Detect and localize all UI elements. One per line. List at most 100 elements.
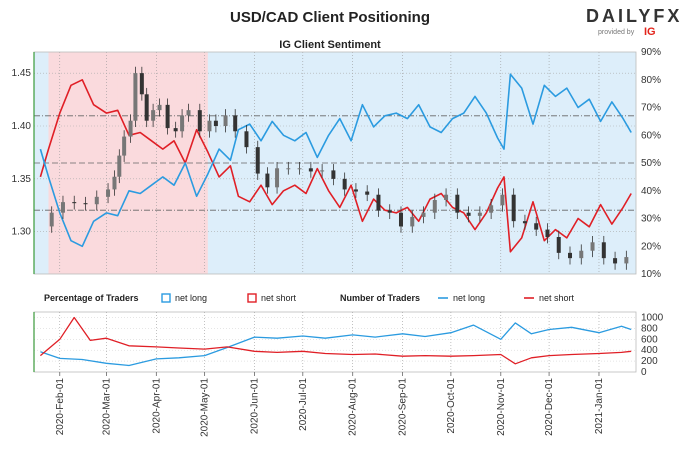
price-tick-label: 1.45: [12, 68, 32, 79]
candle-body: [466, 212, 471, 216]
sentiment-band: [351, 52, 363, 274]
x-tick-label: 2020-Jul-01: [298, 378, 309, 431]
sentiment-band: [207, 52, 220, 274]
sentiment-band: [162, 52, 175, 274]
candle-body: [112, 176, 117, 190]
sentiment-band: [71, 52, 83, 274]
candle-body: [624, 257, 629, 264]
legend-group-title: Percentage of Traders: [44, 293, 139, 303]
x-tick-label: 2020-Oct-01: [446, 378, 457, 434]
candle-body: [297, 168, 302, 170]
x-tick-label: 2020-May-01: [200, 378, 211, 437]
x-tick-label: 2020-Aug-01: [348, 378, 359, 436]
legend-label: net short: [261, 293, 297, 303]
x-tick-label: 2020-Nov-01: [496, 378, 507, 436]
upper-panel-title: IG Client Sentiment: [279, 39, 381, 51]
candle-body: [157, 104, 162, 111]
net-short-percent-line: [39, 79, 632, 253]
brand-sub: provided by: [598, 29, 635, 36]
candle-body: [489, 205, 494, 213]
lower-legend: Percentage of Traders net long net short Nu…: [44, 293, 575, 303]
candle-body: [398, 212, 403, 227]
candle-body: [568, 252, 573, 259]
legend-group-title: Number of Traders: [340, 293, 420, 303]
x-tick-label: 2020-Mar-01: [101, 378, 112, 436]
sentiment-band: [151, 52, 164, 274]
sentiment-band: [306, 52, 318, 274]
candle-body: [213, 120, 218, 126]
x-axis: 2020-Feb-01 2020-Mar-01 2020-Apr-01 2020-Ma…: [55, 372, 605, 437]
candle-body: [72, 202, 77, 204]
candle-body: [410, 216, 415, 227]
legend-label: net short: [539, 293, 575, 303]
price-tick-label: 1.30: [12, 227, 32, 238]
sentiment-band: [521, 52, 534, 274]
candle-body: [144, 94, 149, 121]
candle-body: [590, 242, 595, 251]
candle-body: [133, 73, 138, 121]
net-short-count-line: [39, 316, 632, 365]
percent-tick-label: 70%: [641, 103, 661, 114]
x-tick-label: 2021-Jan-01: [594, 378, 605, 435]
candle-body: [579, 250, 584, 259]
sentiment-band: [566, 52, 579, 274]
legend-label: net long: [453, 293, 485, 303]
candle-body: [522, 221, 527, 224]
candle-body: [180, 115, 185, 132]
net-long-count-line: [40, 322, 632, 367]
legend-label: net long: [175, 293, 207, 303]
percent-tick-label: 10%: [641, 269, 661, 280]
candle-body: [244, 131, 249, 148]
candle-body: [331, 170, 336, 179]
brand-name: DAILYFX: [586, 6, 680, 26]
count-tick-label: 1000: [641, 312, 664, 323]
x-tick-label: 2020-Dec-01: [544, 378, 555, 436]
candle-body: [255, 147, 260, 174]
sentiment-band: [486, 52, 499, 274]
candle-body: [223, 115, 228, 126]
sentiment-band: [106, 52, 119, 274]
net-long-percent-line: [39, 73, 632, 248]
candle-body: [186, 110, 191, 116]
candle-body: [233, 115, 238, 132]
candle-body: [556, 237, 561, 253]
candle-body: [275, 168, 280, 188]
candle-body: [49, 212, 54, 227]
candle-body: [151, 110, 156, 121]
legend-swatch-box: [161, 293, 171, 303]
legend-swatch-box: [247, 293, 257, 303]
percent-tick-label: 80%: [641, 75, 661, 86]
percent-tick-label: 20%: [641, 241, 661, 252]
x-tick-label: 2020-Apr-01: [151, 378, 162, 434]
candle-body: [444, 194, 449, 200]
x-tick-label: 2020-Jun-01: [250, 378, 261, 435]
candle-body: [511, 194, 516, 222]
candle-body: [601, 242, 606, 259]
candle-body: [128, 120, 133, 137]
sentiment-band: [260, 52, 273, 274]
count-tick-label: 600: [641, 334, 658, 345]
candle-body: [308, 168, 313, 172]
candle-body: [173, 128, 178, 132]
lower-frame: [33, 311, 637, 373]
candle-body: [286, 168, 291, 170]
count-tick-label: 800: [641, 323, 658, 334]
percent-tick-label: 50%: [641, 158, 661, 169]
sentiment-band: [611, 52, 624, 274]
candle-body: [265, 173, 270, 188]
candle-body: [387, 210, 392, 213]
candle-body: [207, 120, 212, 132]
candle-body: [342, 178, 347, 190]
sentiment-band: [441, 52, 454, 274]
candle-body: [455, 194, 460, 213]
candle-body: [432, 200, 437, 213]
sentiment-band: [196, 52, 209, 274]
candle-body: [477, 212, 482, 216]
candle-body: [106, 189, 111, 197]
price-tick-label: 1.40: [12, 121, 32, 132]
candle-body: [365, 191, 370, 195]
candle-body: [83, 203, 88, 205]
candle-body: [500, 194, 505, 206]
percent-tick-label: 60%: [641, 130, 661, 141]
candle-body: [94, 196, 99, 205]
